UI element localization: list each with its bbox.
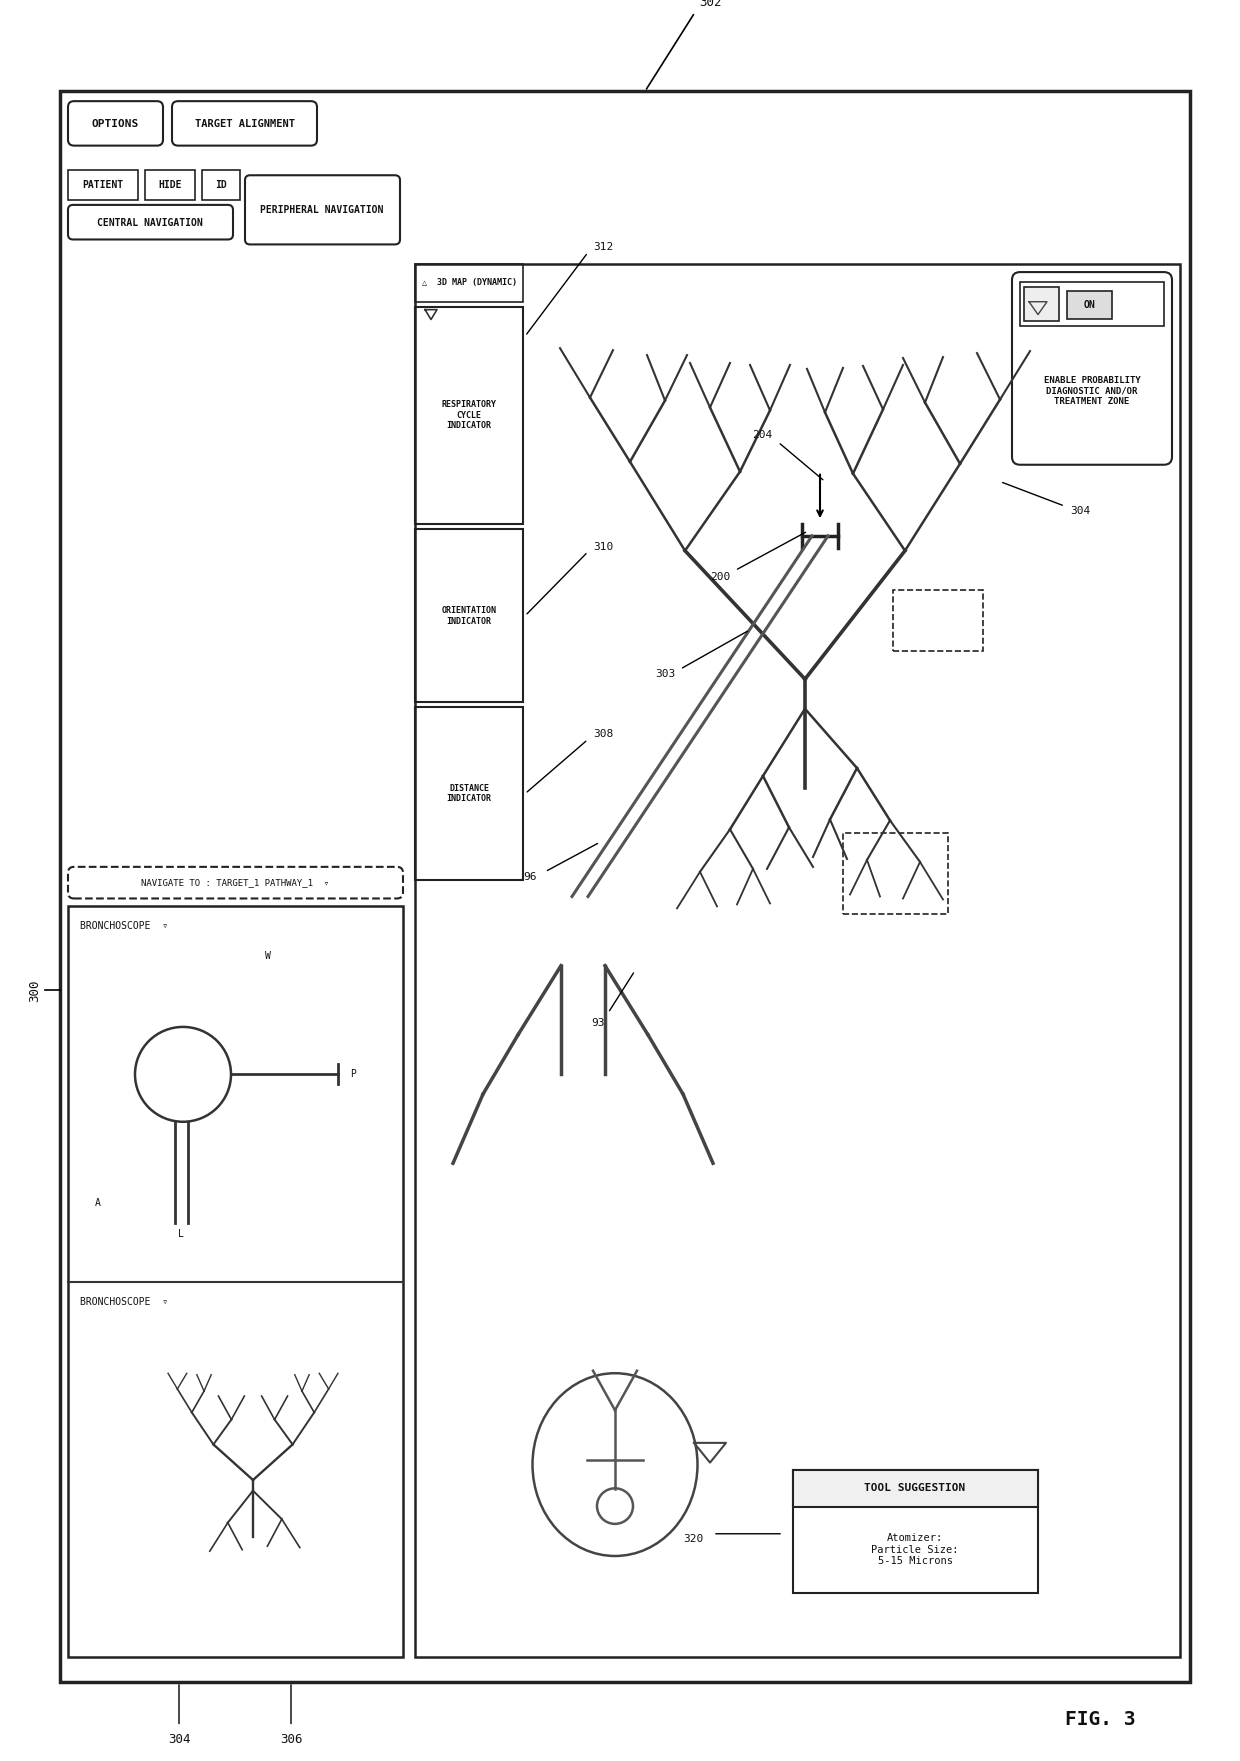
Bar [68, 171, 138, 201]
Text: 306: 306 [280, 1733, 303, 1745]
Text: W: W [265, 951, 270, 962]
Text: A: A [95, 1197, 100, 1208]
Bar [415, 264, 523, 301]
Text: 300: 300 [29, 979, 41, 1002]
Bar [415, 528, 523, 703]
Bar [415, 264, 1180, 1657]
Text: 200: 200 [709, 572, 730, 583]
Text: TOOL SUGGESTION: TOOL SUGGESTION [864, 1483, 966, 1493]
Text: PERIPHERAL NAVIGATION: PERIPHERAL NAVIGATION [260, 204, 383, 215]
Text: 93: 93 [591, 1018, 605, 1028]
Text: ORIENTATION
INDICATOR: ORIENTATION INDICATOR [441, 606, 496, 625]
Bar [794, 1469, 1038, 1594]
Bar [1066, 291, 1112, 319]
Bar [1024, 287, 1059, 322]
Text: BRONCHOSCOPE  ▿: BRONCHOSCOPE ▿ [81, 1296, 169, 1307]
Bar [68, 907, 403, 1657]
Text: OPTIONS: OPTIONS [92, 120, 139, 129]
Text: NAVIGATE TO : TARGET_1 PATHWAY_1  ▿: NAVIGATE TO : TARGET_1 PATHWAY_1 ▿ [141, 879, 329, 888]
Text: 310: 310 [593, 542, 613, 551]
Text: HIDE: HIDE [159, 180, 182, 190]
Text: DISTANCE
INDICATOR: DISTANCE INDICATOR [446, 784, 491, 803]
Bar [145, 171, 195, 201]
Bar [893, 590, 983, 652]
Text: CENTRAL NAVIGATION: CENTRAL NAVIGATION [97, 218, 203, 227]
Text: BRONCHOSCOPE  ▿: BRONCHOSCOPE ▿ [81, 921, 169, 932]
Text: 304: 304 [167, 1733, 190, 1745]
Text: L: L [179, 1229, 184, 1240]
Bar [202, 171, 241, 201]
Text: ID: ID [215, 180, 227, 190]
Bar [843, 833, 949, 914]
Text: TARGET ALIGNMENT: TARGET ALIGNMENT [195, 120, 295, 129]
Text: ON: ON [1083, 299, 1095, 310]
Text: P: P [350, 1069, 356, 1079]
Text: 304: 304 [1070, 505, 1090, 516]
Text: 204: 204 [751, 430, 773, 440]
Text: 320: 320 [683, 1534, 703, 1544]
Text: Atomizer:
Particle Size:
5-15 Microns: Atomizer: Particle Size: 5-15 Microns [872, 1534, 959, 1566]
Text: ENABLE PROBABILITY
DIAGNOSTIC AND/OR
TREATMENT ZONE: ENABLE PROBABILITY DIAGNOSTIC AND/OR TRE… [1044, 375, 1141, 405]
Bar [1021, 282, 1164, 326]
Bar [794, 1469, 1038, 1507]
Text: 312: 312 [593, 243, 613, 252]
Text: PATIENT: PATIENT [82, 180, 124, 190]
Text: 302: 302 [699, 0, 722, 9]
Bar [415, 306, 523, 525]
Bar [415, 706, 523, 880]
Text: 303: 303 [655, 669, 675, 680]
Text: 308: 308 [593, 729, 613, 740]
Text: 96: 96 [523, 872, 537, 882]
Text: △  3D MAP (DYNAMIC): △ 3D MAP (DYNAMIC) [422, 278, 517, 287]
Text: RESPIRATORY
CYCLE
INDICATOR: RESPIRATORY CYCLE INDICATOR [441, 400, 496, 430]
Text: FIG. 3: FIG. 3 [1065, 1710, 1136, 1729]
